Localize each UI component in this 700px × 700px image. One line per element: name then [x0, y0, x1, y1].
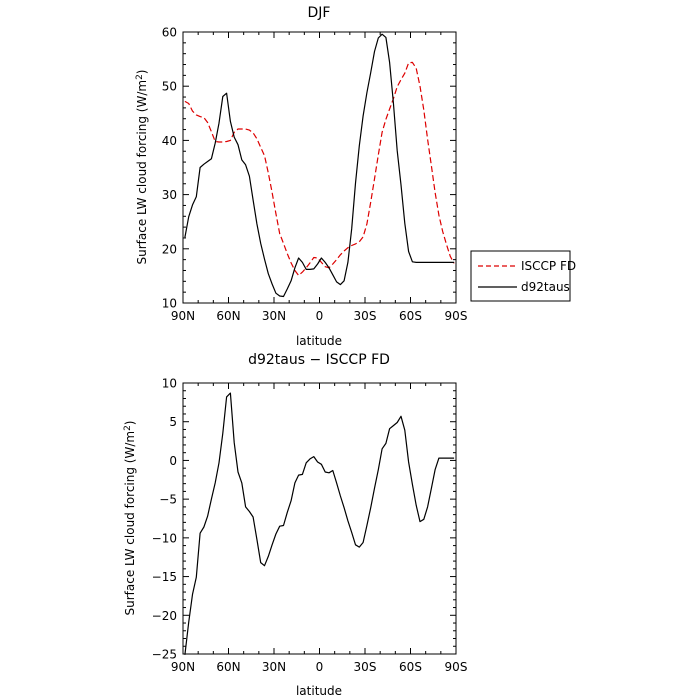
panel-djf-title: DJF: [308, 5, 331, 21]
panel-difference-y-tick-labels: −25 −20 −15 −10 −5 0 5 10: [152, 377, 177, 662]
panel-djf-y-tick-labels: 10 20 30 40 50 60: [162, 26, 177, 311]
panel-djf-y-tick-label: 20: [162, 242, 177, 256]
panel-djf-y-axis-label-text: Surface LW cloud forcing (W/m: [135, 80, 149, 265]
panel-difference-x-tick-label: 30S: [354, 660, 377, 674]
panel-djf-y-axis-label-close: ): [135, 69, 149, 74]
panel-difference-x-tick-label: 90N: [171, 660, 195, 674]
panel-difference-title: d92taus − ISCCP FD: [248, 352, 390, 368]
panel-difference-y-tick-label: 10: [162, 377, 177, 391]
panel-difference-x-tick-label: 0: [316, 660, 324, 674]
legend-box: [470, 250, 571, 302]
panel-difference-y-tick-label: −10: [152, 531, 177, 545]
panel-difference-frame: [182, 382, 457, 655]
legend-label-d92taus: d92taus: [521, 280, 570, 294]
panel-djf-x-axis-label: latitude: [296, 334, 342, 348]
panel-difference-y-tick-label: −20: [152, 609, 177, 623]
panel-difference-series: [184, 392, 455, 655]
panel-difference-x-tick-label: 30N: [262, 660, 286, 674]
panel-djf-x-tick-label: 30N: [262, 309, 286, 323]
panel-djf-x-tick-labels: 90N 60N 30N 0 30S 60S 90S: [171, 309, 468, 323]
legend: ISCCP FD d92taus: [470, 250, 576, 302]
panel-djf-y-tick-label: 30: [162, 188, 177, 202]
panel-djf-y-tick-label: 10: [162, 297, 177, 311]
panel-difference-y-axis-label-close: ): [123, 420, 137, 425]
panel-djf-series-line-d92taus: [184, 33, 455, 298]
panel-difference-y-axis-label: Surface LW cloud forcing (W/m2): [123, 420, 137, 615]
panel-djf-x-tick-label: 90S: [445, 309, 468, 323]
panel-djf-x-tick-label: 0: [316, 309, 324, 323]
panel-djf-x-tick-label: 90N: [171, 309, 195, 323]
panel-difference-y-tick-label: −25: [152, 648, 177, 662]
panel-difference-x-axis-label: latitude: [296, 684, 342, 698]
panel-djf-x-tick-label: 60S: [399, 309, 422, 323]
panel-djf-x-tick-label: 60N: [216, 309, 240, 323]
panel-djf-frame: [182, 31, 457, 304]
panel-djf-x-tick-label: 30S: [354, 309, 377, 323]
panel-difference-x-tick-label: 60S: [399, 660, 422, 674]
panel-difference-y-tick-label: −5: [159, 493, 177, 507]
panel-djf-y-axis-label-sup: 2: [135, 74, 145, 80]
panel-difference-y-tick-label: 0: [169, 454, 177, 468]
panel-djf-y-tick-label: 40: [162, 134, 177, 148]
panel-difference-y-axis-label-text: Surface LW cloud forcing (W/m: [123, 431, 137, 616]
panel-difference-y-tick-label: 5: [169, 415, 177, 429]
panel-djf-series: [184, 33, 455, 298]
panel-difference-x-tick-label: 90S: [445, 660, 468, 674]
panel-difference-x-tick-labels: 90N 60N 30N 0 30S 60S 90S: [171, 660, 468, 674]
panel-djf: DJF 10 20 30 40 50 60 90N 60N 30N 0 30S 60S 90S lat…: [135, 5, 467, 348]
legend-label-isccp-fd: ISCCP FD: [521, 259, 576, 273]
panel-difference-series-line-d92taus-isccp-fd: [184, 392, 455, 655]
panel-djf-y-axis-label: Surface LW cloud forcing (W/m2): [135, 69, 149, 264]
panel-difference-x-tick-label: 60N: [216, 660, 240, 674]
panel-difference-y-tick-label: −15: [152, 570, 177, 584]
panel-djf-y-tick-label: 50: [162, 80, 177, 94]
panel-difference: d92taus − ISCCP FD −25 −20 −15 −10 −5 0 5 10 90…: [123, 352, 467, 698]
panel-difference-y-axis-label-sup: 2: [123, 425, 133, 431]
panel-djf-y-tick-label: 60: [162, 26, 177, 40]
